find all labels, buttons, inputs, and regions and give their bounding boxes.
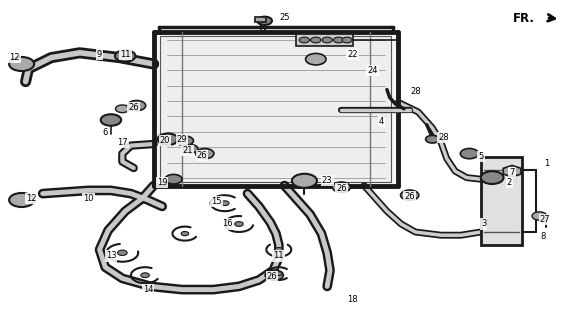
Circle shape bbox=[220, 201, 229, 206]
Text: 23: 23 bbox=[322, 176, 332, 185]
Circle shape bbox=[333, 37, 344, 43]
Circle shape bbox=[306, 53, 326, 65]
Text: 17: 17 bbox=[117, 138, 127, 147]
Circle shape bbox=[9, 193, 34, 207]
Text: FR.: FR. bbox=[513, 12, 535, 25]
Circle shape bbox=[322, 37, 332, 43]
Text: 15: 15 bbox=[211, 197, 221, 206]
Text: 1: 1 bbox=[543, 159, 549, 168]
Text: 7: 7 bbox=[509, 168, 515, 177]
Circle shape bbox=[183, 145, 198, 153]
Circle shape bbox=[101, 114, 121, 126]
Bar bbox=[160, 36, 391, 182]
Bar bbox=[255, 17, 266, 22]
Text: 8: 8 bbox=[541, 232, 546, 241]
Text: 10: 10 bbox=[83, 194, 93, 203]
Circle shape bbox=[275, 247, 283, 252]
Circle shape bbox=[116, 105, 129, 113]
Text: 26: 26 bbox=[267, 272, 277, 281]
Text: 26: 26 bbox=[405, 192, 415, 201]
Circle shape bbox=[426, 135, 439, 143]
Circle shape bbox=[299, 37, 310, 43]
Circle shape bbox=[532, 212, 547, 220]
Text: 19: 19 bbox=[157, 178, 167, 187]
Text: 18: 18 bbox=[348, 295, 358, 304]
Circle shape bbox=[257, 17, 272, 25]
Text: 20: 20 bbox=[160, 136, 170, 145]
FancyBboxPatch shape bbox=[481, 157, 522, 245]
Circle shape bbox=[158, 133, 178, 145]
Circle shape bbox=[292, 174, 317, 188]
Circle shape bbox=[311, 37, 321, 43]
Circle shape bbox=[165, 174, 182, 184]
Circle shape bbox=[127, 100, 146, 111]
Text: 12: 12 bbox=[9, 53, 19, 62]
Text: 26: 26 bbox=[129, 103, 139, 112]
Circle shape bbox=[342, 37, 352, 43]
Circle shape bbox=[181, 231, 189, 236]
Circle shape bbox=[141, 273, 149, 277]
Bar bbox=[296, 34, 353, 46]
Text: 24: 24 bbox=[368, 66, 378, 75]
Text: 5: 5 bbox=[478, 152, 484, 161]
Text: 22: 22 bbox=[348, 50, 358, 59]
Text: 11: 11 bbox=[120, 50, 130, 59]
Text: 4: 4 bbox=[378, 117, 384, 126]
Text: 6: 6 bbox=[102, 128, 108, 137]
Text: 26: 26 bbox=[336, 184, 347, 193]
Circle shape bbox=[118, 250, 127, 255]
Bar bbox=[154, 32, 398, 186]
Circle shape bbox=[481, 171, 504, 184]
Text: 11: 11 bbox=[274, 252, 284, 260]
Text: 3: 3 bbox=[481, 220, 486, 228]
Text: 21: 21 bbox=[183, 146, 193, 155]
Circle shape bbox=[176, 136, 193, 146]
Circle shape bbox=[460, 148, 479, 159]
Circle shape bbox=[234, 221, 244, 227]
Text: 29: 29 bbox=[177, 135, 187, 144]
Text: 12: 12 bbox=[26, 194, 36, 203]
Text: 13: 13 bbox=[106, 252, 116, 260]
Circle shape bbox=[332, 182, 351, 192]
Circle shape bbox=[196, 148, 214, 159]
Circle shape bbox=[275, 272, 282, 276]
Text: 9: 9 bbox=[97, 50, 102, 59]
Circle shape bbox=[9, 57, 34, 71]
Text: 28: 28 bbox=[410, 87, 420, 96]
Text: 27: 27 bbox=[540, 215, 550, 224]
Text: 2: 2 bbox=[506, 178, 512, 187]
Text: 14: 14 bbox=[143, 285, 153, 294]
Circle shape bbox=[401, 190, 419, 200]
Text: 28: 28 bbox=[439, 133, 449, 142]
Text: 26: 26 bbox=[197, 151, 207, 160]
Circle shape bbox=[265, 270, 283, 280]
Circle shape bbox=[115, 50, 135, 62]
Text: 25: 25 bbox=[279, 13, 290, 22]
Text: 16: 16 bbox=[222, 220, 233, 228]
